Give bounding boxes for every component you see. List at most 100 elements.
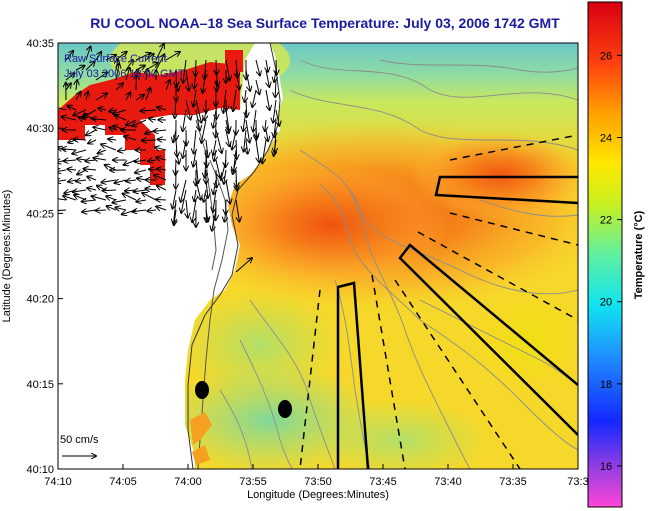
- current-vector-arrow: [274, 69, 276, 82]
- current-vector-arrow: [126, 68, 130, 81]
- sst-warm-east: [410, 130, 578, 220]
- colorbar-tick-label: 20: [600, 297, 612, 309]
- current-vector-arrow: [235, 199, 239, 222]
- current-vector-arrow: [246, 139, 248, 154]
- colorbar-tick-label: 22: [600, 215, 612, 227]
- current-vector-arrow: [204, 189, 207, 202]
- current-vector-arrow: [93, 127, 107, 130]
- current-vector-arrow: [206, 139, 208, 157]
- colorbar-tick-label: 26: [600, 50, 612, 62]
- current-vector-arrow: [135, 160, 147, 162]
- current-vector-arrow: [226, 109, 229, 131]
- current-vector-arrow: [214, 149, 216, 161]
- current-vector-arrow: [145, 189, 157, 190]
- current-vector-arrow: [195, 179, 201, 200]
- current-vector-arrow: [135, 170, 147, 173]
- current-vector-arrow: [273, 99, 276, 123]
- current-vector-arrow: [196, 159, 198, 183]
- current-vector-arrow: [64, 160, 77, 161]
- current-vector-arrow: [255, 59, 260, 75]
- current-vector-arrow: [275, 79, 276, 97]
- current-vector-arrow: [266, 69, 269, 87]
- sst-green-patch-3: [310, 400, 490, 469]
- current-vector-arrow: [212, 209, 217, 231]
- current-vector-arrow: [192, 199, 197, 222]
- current-vector-arrow: [101, 144, 117, 151]
- x-axis-ticks: 74:10 74:05 74:00 73:55 73:50 73:45 73:40 73:35…: [44, 464, 589, 488]
- current-vector-arrow: [124, 136, 137, 140]
- current-vector-arrow: [132, 119, 147, 126]
- current-vector-arrow: [142, 193, 157, 201]
- current-vector-arrow: [153, 130, 167, 131]
- current-vector-arrow: [183, 59, 186, 83]
- current-vector-arrow: [76, 180, 87, 181]
- current-vector-arrow: [173, 129, 176, 142]
- colorbar-tick-label: 18: [600, 379, 612, 391]
- x-tick-label: 73:45: [369, 476, 397, 488]
- current-vector-arrow: [62, 117, 77, 120]
- current-vector-arrow: [149, 119, 157, 121]
- coastline-outer: [187, 43, 281, 469]
- current-vector-arrow: [157, 169, 167, 170]
- current-vector-arrow: [126, 92, 130, 101]
- current-vector-arrow: [157, 107, 167, 110]
- current-vector-arrow: [92, 119, 107, 121]
- sst-yellow-patch: [470, 290, 578, 390]
- current-vector-arrow: [193, 149, 196, 167]
- current-vector-arrow: [274, 139, 276, 156]
- current-vector-arrow: [82, 210, 97, 212]
- x-tick-label: 73:3: [567, 476, 588, 488]
- current-vector-arrow: [149, 169, 157, 170]
- current-vector-arrow: [157, 186, 167, 191]
- x-tick-label: 74:10: [44, 476, 72, 488]
- scale-bar-label: 50 cm/s: [60, 434, 99, 446]
- current-vector-arrow: [115, 180, 127, 183]
- current-vector-arrow: [225, 179, 230, 204]
- current-vector-arrow: [183, 139, 186, 158]
- current-vector-arrow: [126, 180, 137, 181]
- current-vector-arrow: [221, 159, 227, 180]
- current-vector-arrow: [236, 139, 237, 159]
- current-vector-arrow: [58, 170, 67, 172]
- y-tick-label: 40:30: [26, 123, 54, 135]
- current-vector-arrow: [274, 119, 276, 137]
- current-vector-arrow: [87, 177, 97, 180]
- current-vector-arrow: [67, 169, 77, 170]
- current-vector-arrow: [165, 52, 180, 61]
- current-vector-arrow: [233, 159, 236, 174]
- current-vector-arrow: [76, 80, 77, 91]
- buoy-marker: [278, 400, 292, 418]
- buoy-marker: [195, 381, 209, 399]
- coastline-inner: [197, 159, 229, 469]
- current-vector-arrow: [135, 95, 144, 101]
- colorbar-tick-label: 24: [600, 132, 612, 144]
- current-vector-arrow: [226, 149, 227, 167]
- current-vector-arrow: [85, 47, 91, 61]
- current-vector-arrow: [166, 80, 170, 91]
- current-vector-arrow: [213, 179, 216, 194]
- current-vector-arrow: [92, 196, 107, 201]
- current-vector-arrow: [213, 109, 216, 128]
- x-tick-label: 73:35: [499, 476, 527, 488]
- colorbar-ticks: 26 24 22 20 18 16: [600, 50, 622, 473]
- current-vector-arrow: [108, 139, 117, 140]
- sst-nearshore-strip: [190, 412, 212, 445]
- current-vector-arrow: [201, 119, 207, 143]
- current-vector-arrow: [85, 61, 95, 71]
- current-vector-arrow: [265, 119, 266, 131]
- current-vector-arrow: [115, 115, 127, 121]
- colorbar: [587, 1, 623, 508]
- current-vector-arrow: [65, 51, 73, 61]
- current-vector-arrow: [262, 139, 267, 163]
- current-vector-arrow: [146, 69, 147, 81]
- current-vector-arrow: [225, 59, 230, 80]
- y-axis-ticks: 40:35 40:30 40:25 40:20 40:15 40:10: [26, 38, 63, 476]
- current-vector-arrow: [136, 75, 137, 91]
- current-vector-arrow: [113, 109, 127, 114]
- current-vector-arrow: [154, 175, 167, 181]
- current-vector-arrow: [186, 199, 188, 218]
- current-vector-arrow: [156, 158, 167, 161]
- current-vector-arrow: [98, 150, 107, 153]
- current-vector-arrow: [203, 69, 207, 93]
- chart-title: RU COOL NOAA–18 Sea Surface Temperature:…: [90, 15, 560, 31]
